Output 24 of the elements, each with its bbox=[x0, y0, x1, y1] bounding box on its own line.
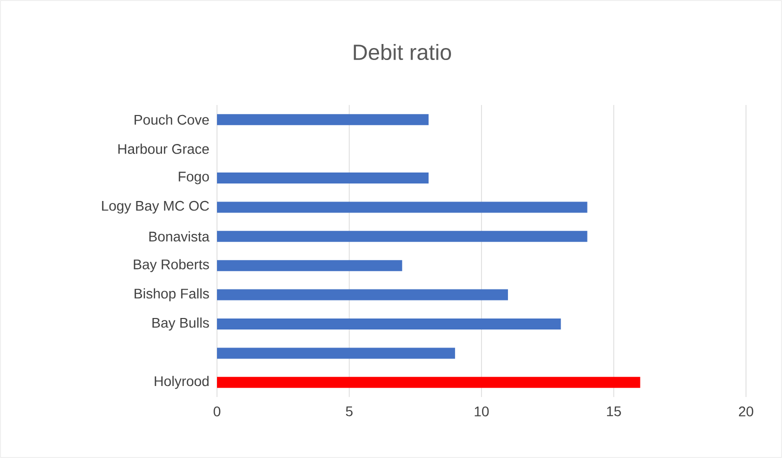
x-tick-label: 20 bbox=[738, 406, 754, 416]
bar bbox=[217, 260, 402, 272]
y-tick-label: Logy Bay MC OC bbox=[102, 200, 209, 214]
y-tick-label: Holyrood bbox=[154, 376, 209, 389]
bar bbox=[217, 376, 640, 388]
y-tick-label: Bay Bulls bbox=[152, 318, 209, 330]
bar bbox=[217, 348, 456, 359]
bar bbox=[217, 230, 588, 242]
y-tick-label: Bay Roberts bbox=[134, 259, 209, 272]
y-tick-label: Harbour Grace bbox=[118, 144, 209, 154]
x-tick-label: 5 bbox=[346, 406, 353, 416]
bar bbox=[217, 318, 561, 330]
y-tick-label: Pouch Cove bbox=[134, 114, 209, 125]
x-tick-label: 15 bbox=[607, 406, 621, 416]
y-tick-label: Bonavista bbox=[149, 231, 210, 242]
x-tick-label: 10 bbox=[474, 406, 489, 416]
y-tick-label: Bishop Falls bbox=[134, 288, 209, 302]
bar bbox=[217, 172, 429, 184]
bar bbox=[217, 202, 588, 213]
x-tick-label: 0 bbox=[214, 406, 220, 416]
y-tick-label: Fogo bbox=[178, 172, 209, 184]
bar bbox=[217, 114, 429, 126]
bar bbox=[217, 289, 508, 300]
chart-title: Debit ratio bbox=[354, 44, 451, 60]
